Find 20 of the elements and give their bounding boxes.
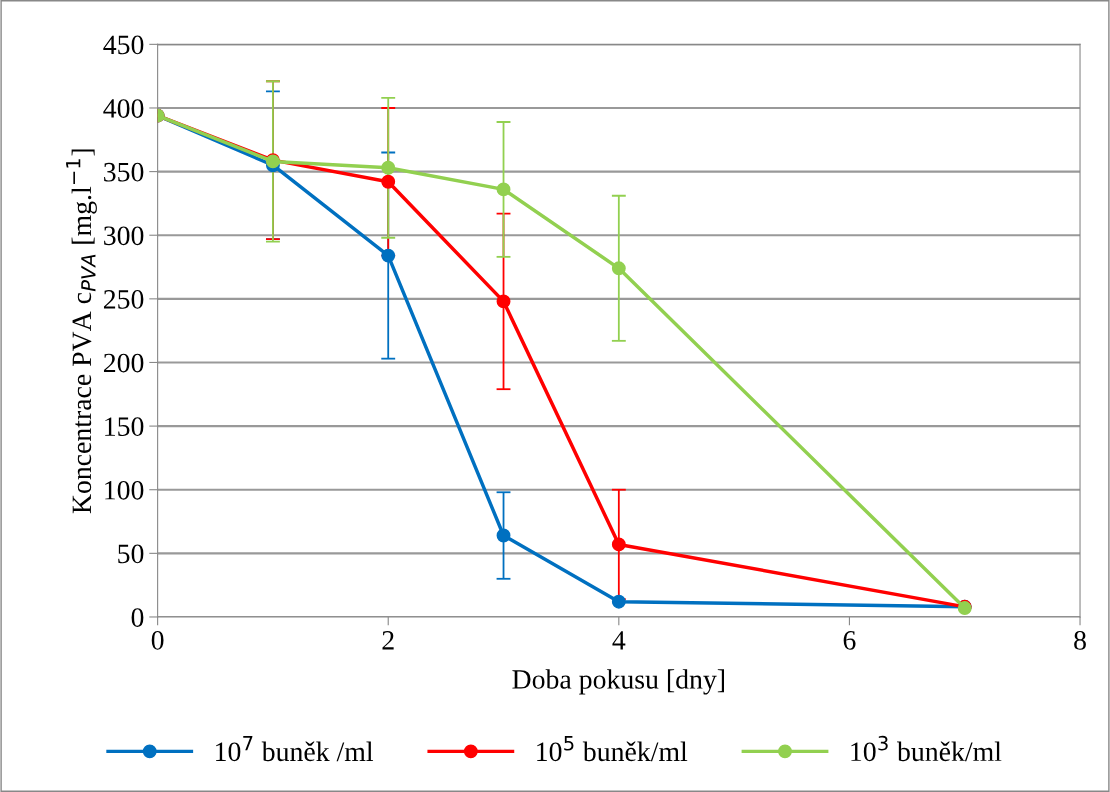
x-tick-label: 4 xyxy=(612,631,626,650)
x-tick-label: 0 xyxy=(151,630,164,650)
y-tick-label: 450 xyxy=(103,35,144,55)
x-tick-label: 6 xyxy=(843,631,856,650)
y-axis-title: Koncentrace PVA c$_{PVA}$ [mg.l$^{−1}$] xyxy=(66,149,97,514)
x-tick-label: 2 xyxy=(382,631,394,650)
x-axis-title: Doba pokusu [dny] xyxy=(512,669,724,695)
x-tick-label: 8 xyxy=(1074,630,1086,650)
y-tick-label: 300 xyxy=(104,226,144,246)
y-tick-label: 350 xyxy=(104,162,144,182)
y-tick-label: 250 xyxy=(103,290,144,309)
y-tick-label: 100 xyxy=(105,480,144,500)
y-tick-label: 150 xyxy=(105,417,144,437)
y-tick-label: 400 xyxy=(103,99,144,118)
y-tick-label: 50 xyxy=(118,544,144,564)
y-tick-label: 0 xyxy=(131,608,144,627)
legend-label: 10$^{7}$ buněk /ml xyxy=(216,736,374,762)
y-tick-label: 200 xyxy=(103,353,144,373)
legend-label: 10$^{5}$ buněk/ml xyxy=(537,736,688,762)
legend-label: 10$^{3}$ buněk/ml xyxy=(851,735,1002,762)
